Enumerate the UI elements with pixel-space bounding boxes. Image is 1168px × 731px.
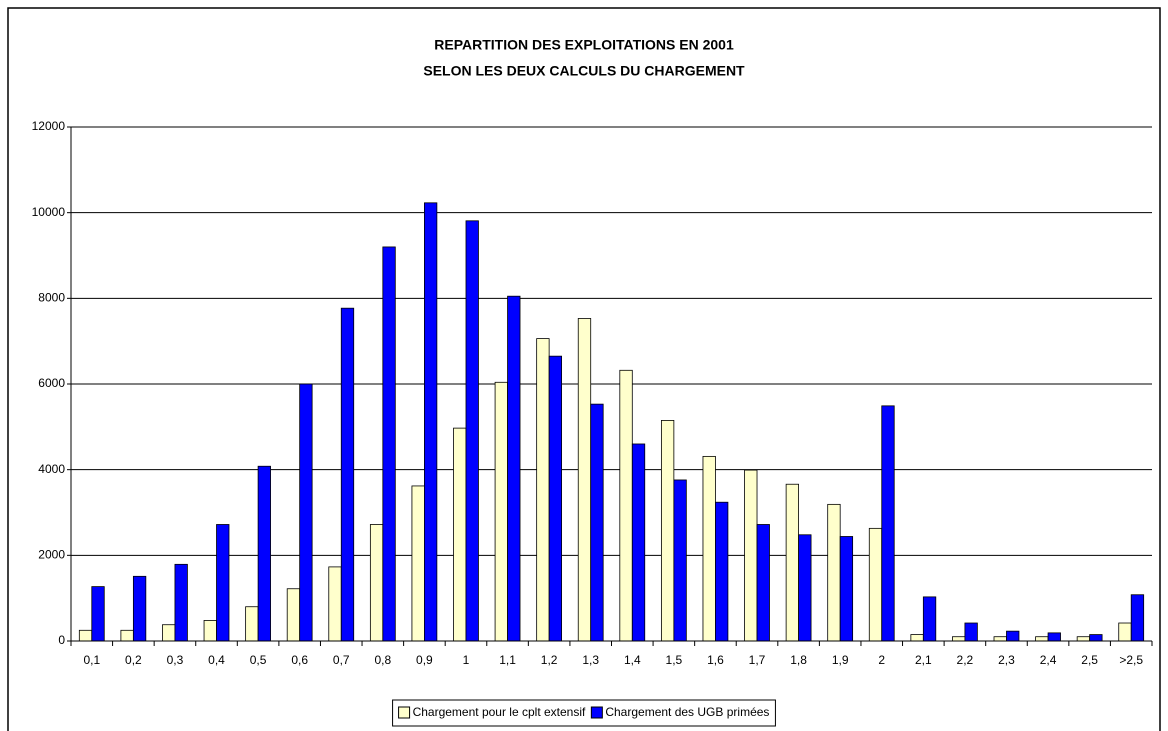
bar bbox=[660, 420, 675, 642]
bar bbox=[1047, 632, 1061, 642]
chart-frame bbox=[7, 7, 1161, 731]
bar bbox=[132, 575, 147, 642]
bar bbox=[536, 338, 550, 642]
y-tick-label: 2000 bbox=[38, 548, 65, 562]
x-tick-label: 1,7 bbox=[749, 653, 766, 667]
bar bbox=[910, 634, 924, 642]
bar bbox=[548, 355, 563, 642]
chart-title: SELON LES DEUX CALCULS DU CHARGEMENT bbox=[423, 63, 745, 79]
bar bbox=[590, 403, 604, 642]
x-tick-label: 1,8 bbox=[790, 653, 807, 667]
bar bbox=[922, 596, 937, 642]
x-tick-label: 0,6 bbox=[291, 653, 308, 667]
x-tick-label: 0,4 bbox=[208, 653, 225, 667]
bar bbox=[964, 622, 978, 642]
x-tick-label: 1,5 bbox=[666, 653, 683, 667]
bar bbox=[453, 427, 467, 642]
x-tick-label: 1,4 bbox=[624, 653, 641, 667]
bar bbox=[78, 629, 93, 642]
x-tick-label: 2,2 bbox=[957, 653, 974, 667]
bar bbox=[715, 501, 729, 642]
x-tick-label: 0,5 bbox=[250, 653, 267, 667]
bar bbox=[257, 465, 271, 642]
bar bbox=[494, 381, 508, 642]
bar bbox=[827, 503, 841, 642]
bar bbox=[411, 485, 425, 642]
x-tick-label: 1,2 bbox=[541, 653, 558, 667]
bar bbox=[1118, 622, 1132, 642]
bar bbox=[245, 606, 259, 642]
x-tick-label: 0,9 bbox=[416, 653, 433, 667]
x-tick-label: >2,5 bbox=[1119, 653, 1143, 667]
bar bbox=[424, 202, 438, 642]
bar bbox=[1130, 594, 1145, 642]
bar bbox=[369, 524, 384, 642]
bar bbox=[1035, 636, 1049, 642]
bar bbox=[673, 479, 687, 642]
bar bbox=[1076, 636, 1091, 642]
bar bbox=[577, 318, 592, 642]
x-tick-label: 1,6 bbox=[707, 653, 724, 667]
bar bbox=[299, 383, 313, 642]
x-tick-label: 0,1 bbox=[83, 653, 100, 667]
chart-title: REPARTITION DES EXPLOITATIONS EN 2001 bbox=[434, 37, 734, 53]
bar bbox=[382, 246, 396, 642]
legend-label: Chargement pour le cplt extensif bbox=[413, 705, 586, 719]
bar bbox=[785, 483, 799, 642]
x-tick-label: 2 bbox=[878, 653, 885, 667]
bar bbox=[744, 469, 758, 642]
bar bbox=[203, 620, 217, 642]
x-tick-label: 0,8 bbox=[374, 653, 391, 667]
bar bbox=[174, 563, 188, 642]
y-tick-label: 4000 bbox=[38, 462, 65, 476]
bar bbox=[507, 295, 521, 642]
bar bbox=[868, 527, 883, 642]
x-tick-label: 2,5 bbox=[1081, 653, 1098, 667]
bar bbox=[286, 588, 301, 642]
x-tick-label: 0,2 bbox=[125, 653, 142, 667]
bar bbox=[839, 536, 854, 642]
bar bbox=[162, 624, 176, 642]
bar bbox=[756, 524, 770, 642]
bar bbox=[91, 586, 105, 642]
y-tick-label: 10000 bbox=[32, 205, 66, 219]
x-tick-label: 2,4 bbox=[1040, 653, 1057, 667]
x-tick-label: 2,3 bbox=[998, 653, 1015, 667]
bar bbox=[952, 636, 966, 642]
bar bbox=[702, 455, 716, 642]
x-tick-label: 2,1 bbox=[915, 653, 932, 667]
bar bbox=[798, 534, 812, 642]
x-tick-label: 1,9 bbox=[832, 653, 849, 667]
x-tick-label: 0,3 bbox=[167, 653, 184, 667]
y-tick-label: 12000 bbox=[32, 119, 66, 133]
bar bbox=[465, 220, 479, 642]
y-tick-label: 6000 bbox=[38, 376, 65, 390]
bar bbox=[631, 443, 646, 642]
legend-swatch bbox=[398, 706, 411, 719]
x-tick-label: 1,3 bbox=[582, 653, 599, 667]
bar bbox=[340, 307, 355, 642]
y-tick-label: 0 bbox=[58, 633, 65, 647]
x-tick-label: 1,1 bbox=[499, 653, 516, 667]
legend-label: Chargement des UGB primées bbox=[605, 705, 769, 719]
bar bbox=[120, 629, 134, 642]
y-tick-label: 8000 bbox=[38, 291, 65, 305]
bar bbox=[619, 369, 633, 642]
legend-box bbox=[392, 699, 776, 727]
bar bbox=[1089, 634, 1103, 642]
x-tick-label: 0,7 bbox=[333, 653, 350, 667]
bar bbox=[881, 405, 895, 642]
legend-swatch bbox=[590, 706, 603, 719]
bar bbox=[328, 566, 342, 642]
x-tick-label: 1 bbox=[463, 653, 470, 667]
bar bbox=[993, 636, 1007, 642]
bar bbox=[1006, 630, 1020, 642]
bar bbox=[216, 524, 230, 642]
